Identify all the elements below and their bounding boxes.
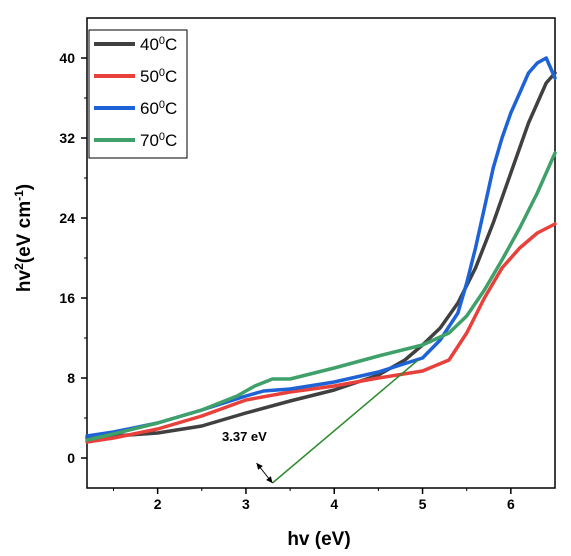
annotation-arrow-head <box>266 476 273 483</box>
x-axis-title: hv (eV) <box>287 529 350 550</box>
plot-frame <box>86 17 556 489</box>
ticks-layer: 2 3 4 5 6 0 8 16 24 32 40 <box>59 50 515 512</box>
series-line-60 <box>85 56 557 438</box>
legend-label-70: 700C <box>140 131 177 150</box>
x-tick-label: 3 <box>242 496 250 512</box>
x-tick-label: 2 <box>154 496 162 512</box>
annotation-arrow-tail <box>256 463 263 470</box>
plot-area-border <box>86 17 556 489</box>
y-axis-title-close: ) <box>14 184 35 190</box>
series-layer <box>85 56 557 444</box>
annotation-layer <box>256 359 419 484</box>
y-tick-label: 32 <box>59 130 75 146</box>
legend-label-40: 400C <box>140 35 177 54</box>
y-axis-title-rest: (eV cm <box>14 201 35 263</box>
bandgap-annotation-label: 3.37 eV <box>222 429 267 444</box>
legend: 400C 500C 600C 700C <box>88 29 188 159</box>
x-tick-label: 5 <box>419 496 427 512</box>
series-line-50 <box>85 222 557 444</box>
y-axis-title-sup2: -1 <box>12 190 26 201</box>
legend-box <box>88 29 188 159</box>
y-axis-title-sup: 2 <box>12 263 26 270</box>
y-tick-label: 8 <box>67 370 75 386</box>
y-axis-title: hv2(eV cm-1) <box>12 184 35 292</box>
y-tick-label: 40 <box>59 50 75 66</box>
y-tick-label: 0 <box>67 450 75 466</box>
tangent-line <box>271 359 419 484</box>
x-tick-label: 4 <box>330 496 338 512</box>
legend-label-60: 600C <box>140 99 177 118</box>
x-tick-label: 6 <box>507 496 515 512</box>
y-tick-label: 16 <box>59 290 75 306</box>
y-axis-title-main: hv <box>14 269 35 292</box>
series-line-70 <box>85 151 557 442</box>
legend-label-50: 500C <box>140 67 177 86</box>
series-line-40 <box>85 71 557 440</box>
y-tick-label: 24 <box>59 210 75 226</box>
